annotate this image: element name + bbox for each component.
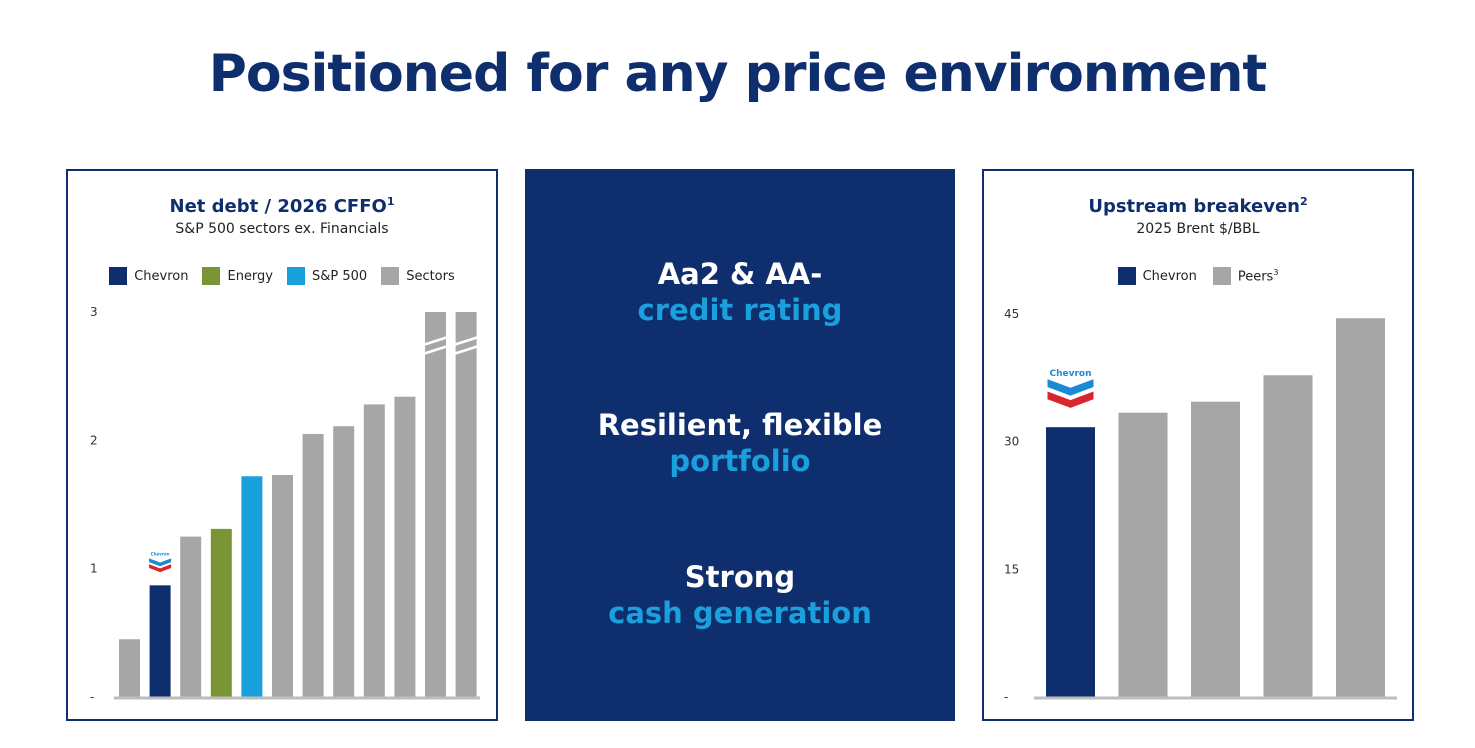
legend-item-chevron: Chevron: [1117, 267, 1197, 285]
bar-peers: [1191, 401, 1240, 697]
footnote-marker: 1: [386, 195, 395, 208]
bar-energy: [210, 528, 232, 697]
upstream-breakeven-chart-title-text: Upstream breakeven: [1088, 196, 1300, 217]
cash-generation-heading: Strong: [684, 560, 796, 594]
legend-item-energy: Energy: [202, 267, 273, 285]
legend-label-peers-text: Peers: [1237, 269, 1274, 285]
y-tick-label: 15: [1004, 562, 1019, 576]
page-title: Positioned for any price environment: [208, 44, 1267, 104]
bar-chevron: [1046, 427, 1095, 697]
legend-swatch-chevron: [109, 267, 128, 285]
net-debt-chart-title: Net debt / 2026 CFFO1: [68, 195, 496, 217]
legend-label-chevron: Chevron: [1142, 268, 1197, 284]
chevron-logo-text: Chevron: [151, 551, 170, 556]
footnote-marker: 2: [1299, 195, 1308, 208]
upstream-breakeven-chart-panel: Upstream breakeven2 2025 Brent $/BBL Che…: [982, 169, 1414, 721]
y-tick-label: 45: [1004, 307, 1019, 321]
credit-rating-subheading: credit rating: [637, 293, 843, 327]
axis-break-mark: [422, 344, 449, 356]
upstream-breakeven-chart-title: Upstream breakeven2: [984, 195, 1412, 217]
net-debt-bar-chart: - 1 2 3 Chevron: [90, 305, 480, 704]
legend-swatch-chevron: [1117, 267, 1136, 285]
bar-peers: [1336, 318, 1385, 697]
chevron-logo-blue-chevron: [1047, 379, 1094, 396]
legend-item-chevron: Chevron: [109, 267, 188, 285]
upstream-breakeven-legend: Chevron Peers3: [984, 267, 1412, 285]
legend-swatch-sectors: [381, 267, 400, 285]
footnote-marker: 3: [1273, 267, 1279, 277]
chevron-logo-blue-chevron: [149, 558, 172, 567]
credit-rating-block: Aa2 & AA- credit rating: [525, 256, 955, 328]
bar-sectors: [302, 433, 324, 697]
upstream-breakeven-bar-chart: - 15 30 45 Chevron: [1004, 307, 1397, 704]
y-tick-label: 1: [90, 562, 98, 576]
legend-label-energy: Energy: [227, 268, 273, 284]
legend-label-chevron: Chevron: [134, 268, 189, 284]
chevron-logo-text: Chevron: [1049, 369, 1091, 379]
legend-swatch-energy: [202, 267, 221, 285]
bar-peers: [1118, 412, 1168, 697]
net-debt-chart-panel: Net debt / 2026 CFFO1 S&P 500 sectors ex…: [66, 169, 498, 721]
bar-sectors: [119, 639, 140, 697]
chevron-logo-red-chevron: [149, 564, 172, 573]
bar-chevron: [149, 585, 171, 697]
legend-swatch-peers: [1212, 267, 1231, 285]
bar-sectors: [363, 404, 385, 697]
bar-sectors: [394, 396, 416, 697]
cash-generation-subheading: cash generation: [608, 596, 872, 630]
y-tick-label: 30: [1004, 435, 1019, 449]
upstream-breakeven-chart-subtitle: 2025 Brent $/BBL: [1136, 221, 1260, 237]
bar-s-p-500: [241, 476, 263, 697]
bar-sectors: [180, 536, 202, 697]
chevron-logo-red-chevron: [1047, 391, 1094, 408]
key-strengths-panel: Aa2 & AA- credit rating Resilient, flexi…: [525, 169, 955, 721]
legend-item-sectors: Sectors: [381, 267, 455, 285]
net-debt-legend: Chevron Energy S&P 500 Sectors: [68, 267, 496, 285]
bar-peers: [1263, 375, 1313, 697]
bar-sectors: [333, 426, 355, 697]
cash-generation-block: Strong cash generation: [525, 559, 955, 631]
net-debt-chart-title-text: Net debt / 2026 CFFO: [169, 196, 387, 217]
bar-sectors: [272, 474, 293, 697]
legend-label-sectors: Sectors: [406, 268, 455, 284]
axis-break-mark: [453, 335, 479, 347]
legend-item-sp500: S&P 500: [287, 267, 367, 285]
chevron-logo: Chevron: [149, 551, 172, 573]
legend-label-peers: Peers3: [1238, 268, 1279, 284]
axis-break-mark: [453, 344, 479, 356]
chevron-logo: Chevron: [1047, 369, 1094, 408]
axis-break-mark: [422, 335, 449, 347]
legend-label-sp500: S&P 500: [312, 268, 368, 284]
y-tick-label: 2: [90, 433, 98, 447]
y-tick-label: -: [90, 690, 94, 704]
y-tick-label: -: [1004, 690, 1008, 704]
portfolio-subheading: portfolio: [669, 444, 811, 478]
bar-sectors: [455, 312, 477, 697]
legend-swatch-sp500: [287, 267, 305, 285]
portfolio-heading: Resilient, flexible: [597, 408, 883, 442]
y-tick-label: 3: [90, 305, 98, 319]
credit-rating-heading: Aa2 & AA-: [657, 257, 823, 291]
portfolio-block: Resilient, flexible portfolio: [525, 407, 955, 479]
bar-sectors: [425, 312, 446, 697]
legend-item-peers: Peers3: [1212, 267, 1279, 285]
net-debt-chart-subtitle: S&P 500 sectors ex. Financials: [175, 221, 389, 237]
